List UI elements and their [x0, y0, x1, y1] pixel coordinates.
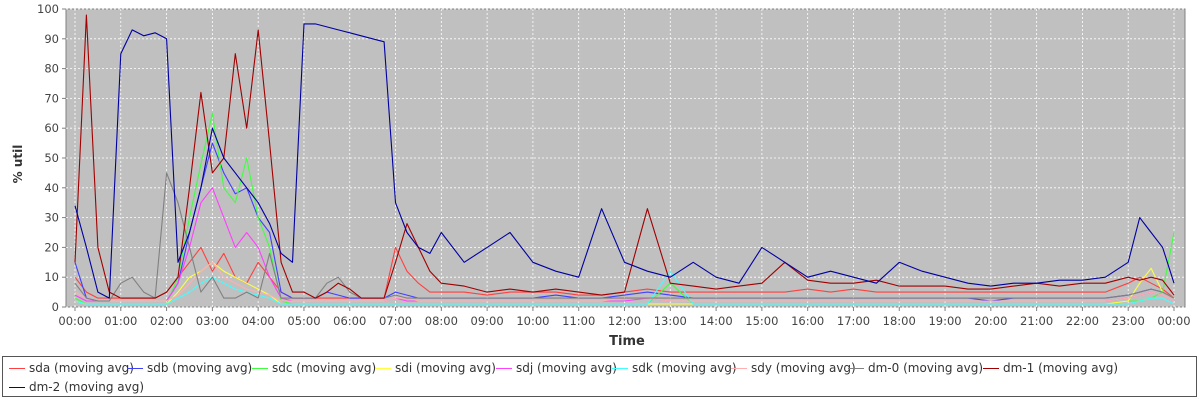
x-tick-label: 18:00: [883, 314, 916, 328]
legend-item-sdc: sdc (moving avg): [250, 359, 376, 377]
x-tick-label: 15:00: [745, 314, 778, 328]
x-tick-label: 14:00: [700, 314, 733, 328]
x-tick-label: 17:00: [837, 314, 870, 328]
legend-swatch: [252, 367, 268, 369]
legend-swatch: [848, 367, 864, 369]
x-tick-label: 07:00: [379, 314, 412, 328]
y-tick-label: 70: [44, 91, 59, 105]
x-tick-label: 19:00: [928, 314, 961, 328]
legend-label: sdy (moving avg): [751, 361, 856, 375]
y-tick-label: 0: [52, 300, 59, 314]
legend-swatch: [375, 367, 391, 369]
series-line-sdy: [74, 261, 1175, 302]
y-tick-label: 20: [44, 240, 59, 254]
legend-item-sdb: sdb (moving avg): [125, 359, 252, 377]
y-tick-label: 60: [44, 121, 59, 135]
legend-swatch: [9, 386, 25, 388]
series-line-sdk: [74, 270, 1175, 305]
x-tick-label: 08:00: [425, 314, 458, 328]
x-tick-label: 02:00: [150, 314, 183, 328]
x-tick-label: 21:00: [1020, 314, 1053, 328]
legend-label: dm-2 (moving avg): [29, 380, 145, 394]
x-tick-label: 20:00: [974, 314, 1007, 328]
y-tick-label: 40: [44, 181, 59, 195]
legend-item-sda: sda (moving avg): [7, 359, 134, 377]
legend-label: sdc (moving avg): [272, 361, 377, 375]
x-tick-label: 00:00: [1157, 314, 1190, 328]
legend-label: sdi (moving avg): [395, 361, 496, 375]
x-tick-label: 22:00: [1066, 314, 1099, 328]
y-tick-label: 100: [37, 2, 59, 16]
series-line-sda: [74, 246, 1175, 299]
x-tick-label: 16:00: [791, 314, 824, 328]
legend-swatch: [127, 367, 143, 369]
legend-item-dm-0: dm-0 (moving avg): [846, 359, 983, 377]
y-tick-label: 80: [44, 62, 59, 76]
x-tick-label: 01:00: [104, 314, 137, 328]
x-tick-label: 00:00: [58, 314, 91, 328]
legend-label: dm-1 (moving avg): [1003, 361, 1119, 375]
legend-label: sdb (moving avg): [147, 361, 253, 375]
y-tick-label: 10: [44, 270, 59, 284]
y-tick-label: 50: [44, 151, 59, 165]
legend-item-dm-1: dm-1 (moving avg): [981, 359, 1118, 377]
x-tick-label: 12:00: [608, 314, 641, 328]
legend-swatch: [9, 367, 25, 369]
legend-label: sda (moving avg): [29, 361, 134, 375]
y-tick-label: 90: [44, 32, 59, 46]
legend-label: sdk (moving avg): [632, 361, 737, 375]
legend-swatch: [496, 367, 512, 369]
legend-item-sdi: sdi (moving avg): [373, 359, 496, 377]
legend-label: dm-0 (moving avg): [868, 361, 984, 375]
legend-item-sdk: sdk (moving avg): [610, 359, 737, 377]
legend-swatch: [612, 367, 628, 369]
legend-swatch: [983, 367, 999, 369]
x-tick-label: 06:00: [333, 314, 366, 328]
x-tick-label: 04:00: [242, 314, 275, 328]
series-layer: [74, 14, 1175, 305]
legend-swatch: [731, 367, 747, 369]
y-tick-label: 30: [44, 211, 59, 225]
grid-lines: [66, 8, 1185, 308]
axes: 0 10 20 30 40 50 60 70 80 90 100 00:00 01:00 02:00 03:…: [37, 2, 1191, 328]
legend-label: sdj (moving avg): [516, 361, 617, 375]
x-tick-label: 03:00: [196, 314, 229, 328]
x-tick-label: 09:00: [471, 314, 504, 328]
legend-item-sdj: sdj (moving avg): [494, 359, 617, 377]
series-line-dm-0: [74, 172, 1175, 302]
x-tick-label: 05:00: [287, 314, 320, 328]
x-tick-label: 10:00: [516, 314, 549, 328]
x-axis-label: Time: [609, 334, 645, 349]
series-line-dm-1: [74, 14, 1175, 299]
series-line-dm-2: [74, 23, 1175, 299]
line-chart: 0 10 20 30 40 50 60 70 80 90 100 00:00 01:00 02:00 03:…: [11, 2, 1191, 349]
y-axis-label: % util: [11, 145, 25, 184]
legend: sda (moving avg) sdb (moving avg) sdc (mov…: [2, 356, 1197, 397]
x-tick-label: 23:00: [1112, 314, 1145, 328]
legend-item-dm-2: dm-2 (moving avg): [7, 378, 144, 396]
x-tick-label: 11:00: [562, 314, 595, 328]
legend-item-sdy: sdy (moving avg): [729, 359, 856, 377]
x-tick-label: 13:00: [654, 314, 687, 328]
